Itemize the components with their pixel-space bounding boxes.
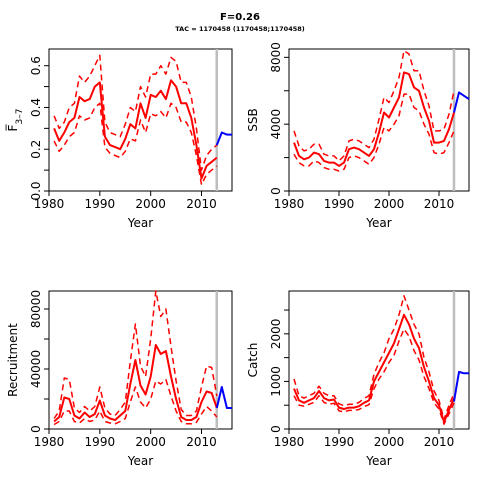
x-axis-label: Year — [365, 454, 391, 468]
plot-frame — [288, 290, 470, 430]
lower-bound-line — [53, 378, 218, 426]
upper-bound-line — [53, 54, 218, 171]
lower-bound-line — [53, 102, 218, 186]
y-tick-label: 0 — [269, 425, 283, 433]
ssb-ylabel: SSB — [246, 108, 260, 131]
forecast-line — [215, 131, 232, 146]
x-tick-label: 2010 — [186, 197, 217, 211]
x-tick-label: 1990 — [324, 435, 355, 449]
y-tick-label: 4000 — [269, 109, 283, 140]
x-tick-label: 1980 — [274, 435, 305, 449]
x-tick-label: 1990 — [85, 197, 116, 211]
y-tick-label: 40000 — [29, 350, 43, 388]
x-axis-label: Year — [127, 216, 153, 230]
x-tick-label: 1980 — [274, 197, 305, 211]
panel-ssb: 1980 1990 2000 2010 0 4000 8000 Year SSB — [246, 42, 470, 230]
x-tick-label: 2010 — [424, 197, 455, 211]
estimate-line — [293, 71, 455, 167]
y-tick-label: 8000 — [269, 42, 283, 73]
figure-title: F=0.26 — [220, 12, 260, 23]
x-tick-label: 1980 — [34, 197, 65, 211]
y-tick-label: 0.0 — [29, 181, 43, 200]
x-tick-label: 2000 — [135, 197, 166, 211]
x-tick-label: 2000 — [374, 435, 405, 449]
panel-fbar: 1980 1990 2000 2010 0.0 0.2 0.4 0.6 Year F̅3–7 — [5, 48, 233, 230]
panel-recruitment: 1980 1990 2000 2010 0 40000 80000 Year Recruitme… — [6, 290, 233, 468]
y-tick-label: 0.6 — [29, 56, 43, 75]
recruitment-ylabel: Recruitment — [6, 323, 20, 397]
x-tick-label: 2000 — [135, 435, 166, 449]
panel-catch: 1980 1990 2000 2010 0 1000 2000 Year Catch — [246, 290, 470, 468]
estimate-line — [293, 313, 455, 423]
x-axis-label: Year — [127, 454, 153, 468]
y-tick-label: 0 — [269, 187, 283, 195]
y-tick-label: 80000 — [29, 290, 43, 328]
y-tick-label: 2000 — [269, 319, 283, 350]
upper-bound-line — [293, 49, 455, 162]
x-tick-label: 2010 — [424, 435, 455, 449]
estimate-line — [53, 344, 218, 423]
x-axis-label: Year — [365, 216, 391, 230]
figure-subtitle: TAC = 1170458 (1170458;1170458) — [175, 25, 305, 33]
upper-bound-line — [53, 290, 218, 419]
plot-frame — [288, 48, 470, 192]
fbar-ylabel: F̅3–7 — [5, 109, 25, 132]
lower-bound-line — [293, 328, 455, 425]
forecast-line — [453, 91, 470, 113]
forecast-line — [215, 386, 232, 409]
upper-bound-line — [293, 295, 455, 421]
y-tick-label: 1000 — [269, 366, 283, 397]
x-tick-label: 1990 — [85, 435, 116, 449]
forecast-line — [453, 370, 469, 402]
plot-frame — [48, 290, 233, 430]
lower-bound-line — [293, 93, 455, 172]
y-tick-label: 0.2 — [29, 140, 43, 159]
plot-frame — [48, 48, 233, 192]
x-tick-label: 1990 — [324, 197, 355, 211]
x-tick-label: 2010 — [186, 435, 217, 449]
x-tick-label: 1980 — [34, 435, 65, 449]
estimate-line — [53, 79, 218, 180]
catch-ylabel: Catch — [246, 343, 260, 378]
y-tick-label: 0.4 — [29, 98, 43, 117]
x-tick-label: 2000 — [374, 197, 405, 211]
y-tick-label: 0 — [29, 425, 43, 433]
